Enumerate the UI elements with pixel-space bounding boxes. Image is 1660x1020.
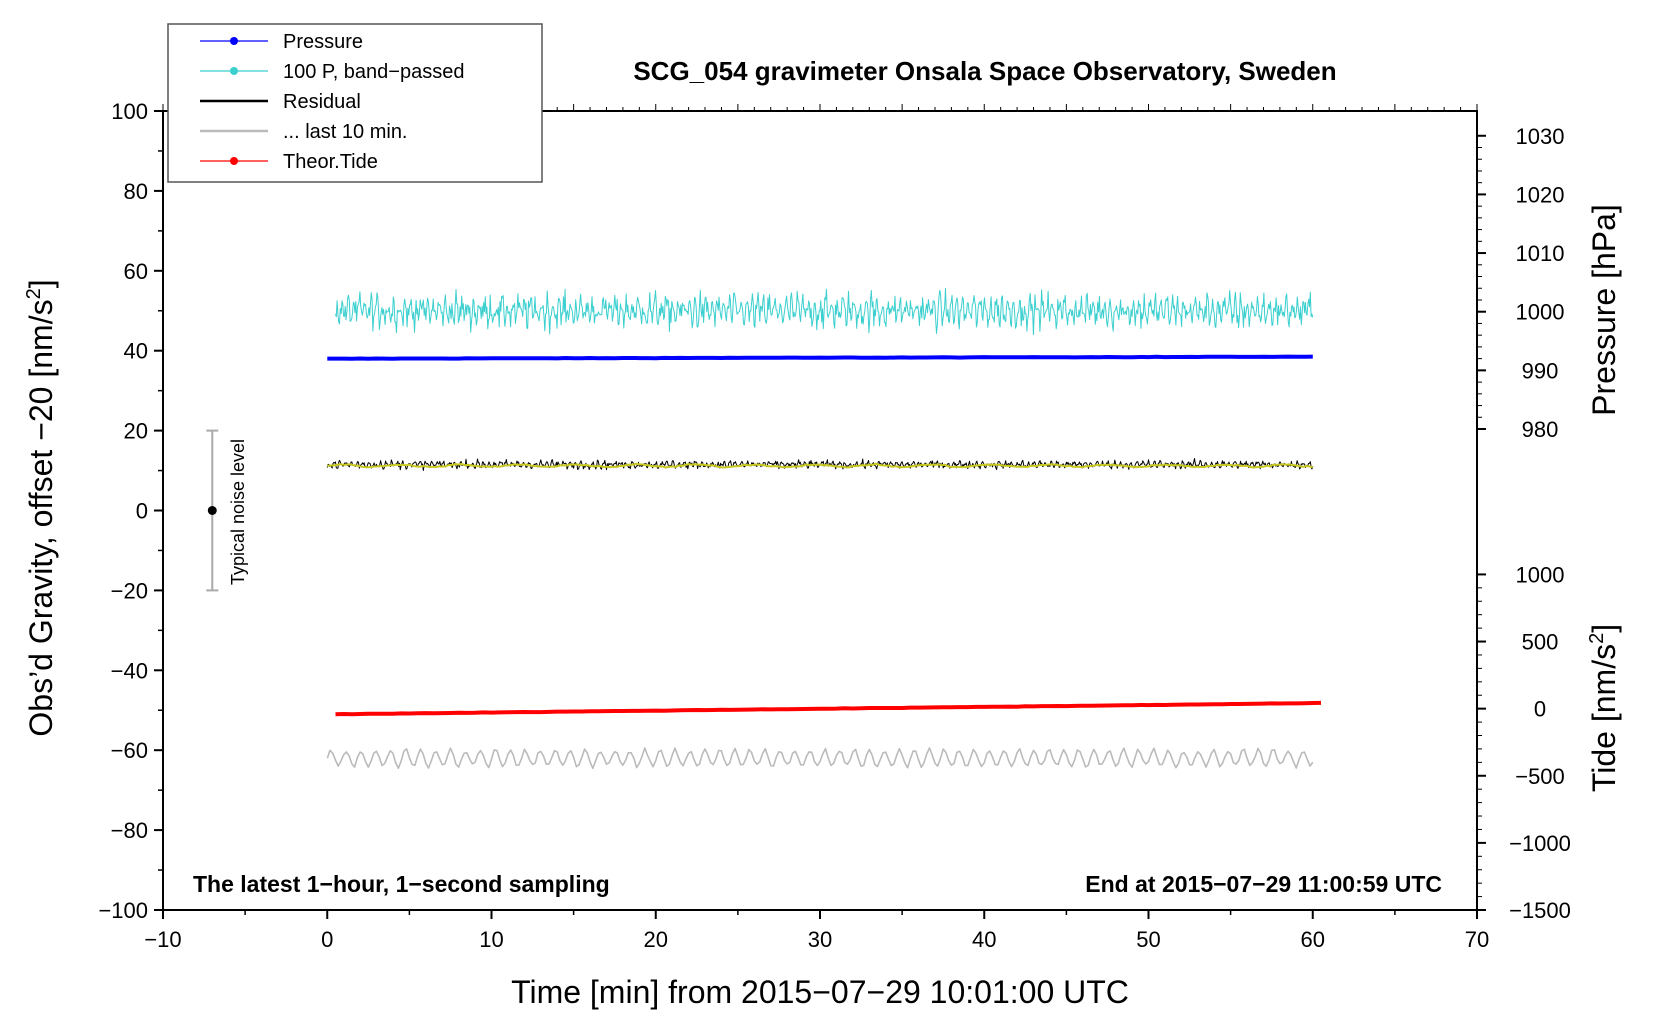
y-tick-label: −60 [111, 738, 148, 763]
noise-bar-center [207, 506, 217, 515]
legend-label: 100 P, band−passed [283, 61, 464, 83]
tide-tick-label: −500 [1515, 764, 1565, 789]
series-residual-smoothed [327, 462, 1313, 469]
x-tick-label: 50 [1136, 927, 1160, 952]
legend-label: ... last 10 min. [283, 121, 408, 143]
noise-bar [206, 429, 219, 592]
pressure-axis-ticks: 980 990 1000 1010 1020 1030 [1477, 124, 1564, 442]
series-pressure [327, 354, 1313, 361]
legend-marker [230, 157, 238, 165]
y-axis-title-left: Obs’d Gravity, offset −20 [nm/s2] [23, 279, 59, 736]
x-tick-label: 10 [479, 927, 503, 952]
pressure-tick-label: 1020 [1516, 182, 1565, 207]
y-tick-label: 100 [111, 99, 148, 124]
pressure-tick-label: 1000 [1516, 300, 1565, 325]
legend-label: Residual [283, 91, 361, 113]
legend: Pressure 100 P, band−passed Residual ... la… [167, 23, 543, 183]
tide-tick-label: 500 [1522, 630, 1559, 655]
y-tick-label: 40 [124, 339, 148, 364]
y-tick-label: 0 [136, 499, 148, 524]
y-tick-label: −80 [111, 818, 148, 843]
y-tick-label: 20 [124, 419, 148, 444]
x-tick-label: 60 [1301, 927, 1325, 952]
x-tick-label: 20 [644, 927, 668, 952]
tide-tick-label: −1000 [1509, 831, 1571, 856]
legend-box [167, 23, 543, 183]
tide-tick-label: 0 [1534, 697, 1546, 722]
annotation-end-time: End at 2015−07−29 11:00:59 UTC [1085, 871, 1442, 897]
series-layer [326, 287, 1322, 770]
y-tick-label: 60 [124, 259, 148, 284]
pressure-tick-label: 980 [1522, 417, 1559, 442]
x-tick-label: 0 [321, 927, 333, 952]
legend-marker [230, 37, 238, 45]
y-axis-title-tide: Tide [nm/s2] [1586, 624, 1622, 792]
y-tick-label: 80 [124, 179, 148, 204]
series-theor-tide [335, 700, 1322, 717]
pressure-tick-label: 990 [1522, 358, 1559, 383]
x-tick-label: 70 [1465, 927, 1489, 952]
x-axis-ticks: −10 0 10 20 30 40 50 60 70 [144, 910, 1489, 952]
series-last-10-min [326, 747, 1314, 770]
y-tick-label: −20 [111, 578, 148, 603]
tide-axis-ticks: −1500 −1000 −500 0 500 1000 [1477, 562, 1571, 923]
legend-label: Pressure [283, 31, 363, 53]
x-tick-label: 40 [972, 927, 996, 952]
noise-label: Typical noise level [228, 439, 248, 585]
series-100-p-band-passed [335, 287, 1314, 336]
plot-frame [162, 110, 1478, 911]
annotation-sampling: The latest 1−hour, 1−second sampling [193, 871, 610, 897]
legend-marker [230, 67, 238, 75]
pressure-tick-label: 1010 [1516, 241, 1565, 266]
y-axis-title-pressure: Pressure [hPa] [1586, 204, 1622, 416]
x-tick-label: −10 [144, 927, 181, 952]
y-tick-label: −40 [111, 658, 148, 683]
x-axis-title: Time [min] from 2015−07−29 10:01:00 UTC [511, 974, 1129, 1010]
tide-tick-label: 1000 [1516, 562, 1565, 587]
y-axis-ticks: −100 −80 −60 −40 −20 0 20 40 60 80 100 [98, 99, 163, 923]
tide-tick-label: −1500 [1509, 898, 1571, 923]
chart-title: SCG_054 gravimeter Onsala Space Observat… [633, 56, 1336, 86]
legend-label: Theor.Tide [283, 151, 378, 173]
y-tick-label: −100 [98, 898, 148, 923]
x-tick-label: 30 [808, 927, 832, 952]
pressure-tick-label: 1030 [1516, 124, 1565, 149]
